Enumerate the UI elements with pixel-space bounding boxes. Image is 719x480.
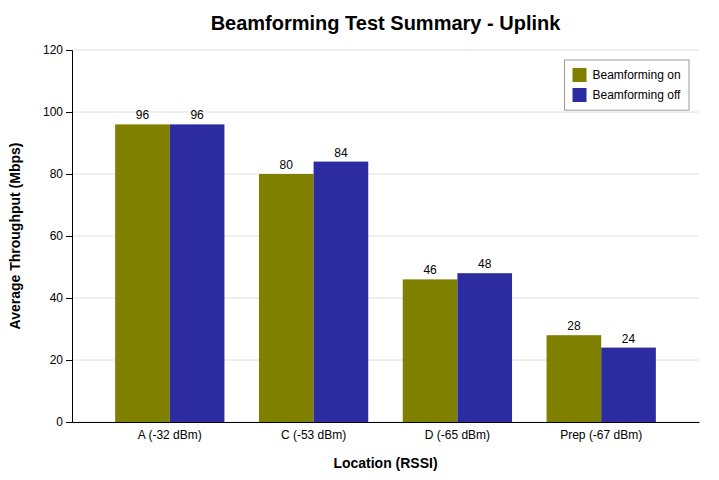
data-label: 80 xyxy=(280,158,294,172)
tick: D (-65 dBm) xyxy=(425,428,490,442)
plot: 0 20 40 60 80 100 120 A (-32 dBm) C (-53 dBm) D (… xyxy=(43,43,700,441)
legend-swatch xyxy=(573,88,587,102)
tick-mark xyxy=(66,174,72,175)
tick-label: C (-53 dBm) xyxy=(281,428,346,442)
tick-label: 0 xyxy=(56,415,63,429)
tick-label: 40 xyxy=(50,291,64,305)
legend-box xyxy=(565,60,689,110)
legend: Beamforming on Beamforming off xyxy=(565,60,689,110)
tick: 40 xyxy=(50,291,72,305)
tick: C (-53 dBm) xyxy=(281,428,346,442)
chart: 0 20 40 60 80 100 120 A (-32 dBm) C (-53 dBm) D (… xyxy=(0,0,719,480)
tick-label: 120 xyxy=(43,43,63,57)
grid-line xyxy=(72,112,699,113)
axis-line xyxy=(66,51,73,423)
tick: A (-32 dBm) xyxy=(138,428,202,442)
bar xyxy=(115,124,170,422)
data-label: 24 xyxy=(622,332,636,346)
data-label: 96 xyxy=(136,108,150,122)
tick-mark xyxy=(66,360,72,361)
bar xyxy=(314,162,369,422)
axis-line xyxy=(73,422,700,423)
tick-label: 80 xyxy=(50,167,64,181)
data-label: 96 xyxy=(190,108,204,122)
title: Beamforming Test Summary - Uplink xyxy=(211,12,562,34)
legend-label: Beamforming on xyxy=(593,68,681,82)
y-axis: 0 20 40 60 80 100 120 xyxy=(43,43,73,429)
legend-item: Beamforming off xyxy=(573,88,681,102)
legend-item: Beamforming on xyxy=(573,68,681,82)
x-axis: A (-32 dBm) C (-53 dBm) D (-65 dBm) Prep (-… xyxy=(73,423,700,442)
tick-mark xyxy=(66,298,72,299)
tick-mark xyxy=(66,236,72,237)
bar xyxy=(547,335,602,422)
tick-label: 60 xyxy=(50,229,64,243)
bar-series xyxy=(115,124,601,422)
legend-swatch xyxy=(573,68,587,82)
bar xyxy=(601,348,656,422)
data-labels: 96 80 46 28 96 84 48 24 xyxy=(136,108,636,345)
tick: 60 xyxy=(50,229,72,243)
grid xyxy=(72,50,699,422)
tick-label: D (-65 dBm) xyxy=(425,428,490,442)
bar-series xyxy=(170,124,656,422)
grid-line xyxy=(72,50,699,51)
tick-label: 100 xyxy=(43,105,63,119)
tick: 120 xyxy=(43,43,72,57)
data-label: 84 xyxy=(334,146,348,160)
tick: 20 xyxy=(50,353,72,367)
tick: 100 xyxy=(43,105,72,119)
data-label: 28 xyxy=(567,319,581,333)
tick: 0 xyxy=(56,415,72,429)
tick-mark xyxy=(66,112,72,113)
tick: 80 xyxy=(50,167,72,181)
x-axis-title: Location (RSSI) xyxy=(333,455,437,471)
bar xyxy=(259,174,314,422)
bar xyxy=(457,273,512,422)
data-label: 46 xyxy=(423,263,437,277)
legend-label: Beamforming off xyxy=(593,88,681,102)
tick-mark xyxy=(66,422,72,423)
tick-mark xyxy=(66,50,72,51)
tick-label: A (-32 dBm) xyxy=(138,428,202,442)
bar xyxy=(403,279,458,422)
tick-label: Prep (-67 dBm) xyxy=(560,428,642,442)
tick-label: 20 xyxy=(50,353,64,367)
data-label: 48 xyxy=(478,257,492,271)
tick: Prep (-67 dBm) xyxy=(560,428,642,442)
y-axis-title: Average Throughput (Mbps) xyxy=(7,143,23,330)
bar xyxy=(170,124,225,422)
bars xyxy=(115,124,656,422)
